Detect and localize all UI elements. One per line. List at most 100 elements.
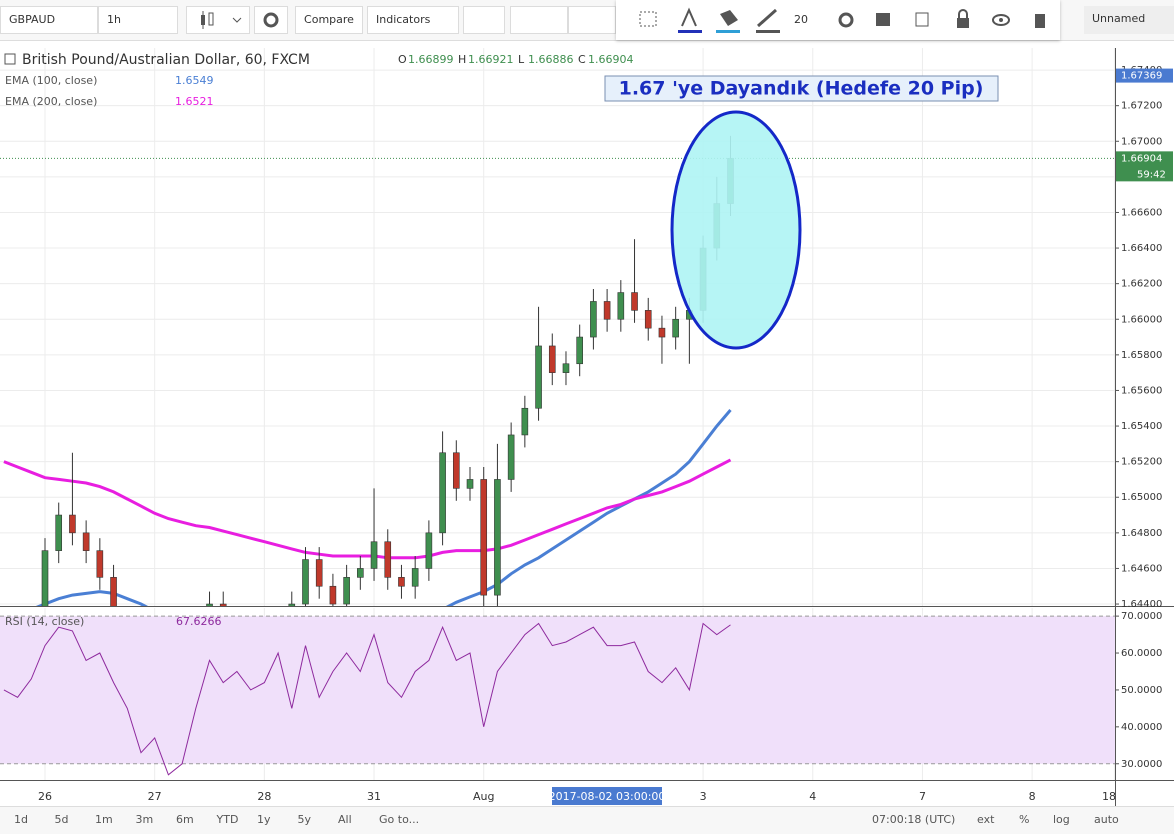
candle-body [439, 452, 446, 534]
annotation-box [604, 75, 999, 102]
crosshair-label-box [552, 787, 662, 805]
icon [201, 11, 242, 29]
y-tick-label: 1.65600 [1121, 385, 1162, 396]
x-tick-label: 28 [257, 790, 271, 803]
ext-toggle[interactable]: ext [977, 813, 995, 826]
layout-name[interactable]: Unnamed [1084, 6, 1174, 34]
candle-body [384, 541, 392, 578]
candle-body [357, 568, 364, 578]
compare-button[interactable]: Compare [295, 6, 363, 34]
y-tick-label: 1.67200 [1121, 101, 1162, 112]
x-tick-label: 8 [1029, 790, 1036, 803]
y-tick-label: 1.65200 [1121, 457, 1162, 468]
range-button[interactable]: 1d [14, 813, 28, 826]
candle-body [617, 292, 625, 320]
x-tick-label: 3 [700, 790, 707, 803]
candle-body [631, 292, 638, 311]
rsi-band [0, 616, 1115, 764]
y-tick-label: 1.66200 [1121, 279, 1162, 290]
font-size[interactable]: 20 [794, 13, 808, 26]
candle-body [219, 603, 227, 606]
range-button[interactable]: 6m [176, 813, 194, 826]
quote-value: 1.66921 [468, 53, 514, 66]
range-button[interactable]: 1m [95, 813, 113, 826]
collapse-box[interactable] [4, 53, 16, 65]
interval-button[interactable]: 1h [98, 6, 178, 34]
chart: 26 27 28 31 Aug 3 4 7 8 18:0 1.64400 1.64600 1.6480… [0, 48, 1174, 808]
y-tick-label: 1.64600 [1121, 563, 1162, 574]
range-button[interactable]: 1y [257, 813, 271, 826]
chart-title: British Pound/Australian Dollar, 60, FXC… [22, 52, 310, 68]
ideas-button[interactable] [510, 6, 568, 34]
x-tick-label: 4 [809, 790, 816, 803]
candle-body [69, 514, 76, 534]
candle-body [658, 327, 666, 338]
x-tick-label: 27 [148, 790, 162, 803]
range-button[interactable]: 5d [54, 813, 69, 826]
y-tick-label: 70.0000 [1121, 611, 1162, 622]
x-tick-label: 31 [367, 790, 381, 803]
candle-body [425, 532, 433, 569]
y-axis: 1.64400 1.64600 1.64800 1.65000 1.65200 1.654… [1115, 65, 1173, 770]
chart-style-button[interactable] [186, 6, 250, 34]
y-tick-label: 1.66400 [1121, 243, 1162, 254]
y-tick-label: 1.64800 [1121, 528, 1162, 539]
candle-body [535, 345, 542, 409]
drawing-icons [639, 7, 1045, 33]
indicators-button[interactable]: Indicators [367, 6, 459, 34]
quote-value: 1.66904 [588, 53, 634, 66]
y-tick-label: 1.66000 [1121, 314, 1162, 325]
x-axis: 26 27 28 31 Aug 3 4 7 8 18:0 [38, 790, 1127, 803]
range-button[interactable]: All [338, 813, 352, 826]
candle-body [507, 434, 515, 480]
alert-button[interactable] [463, 6, 505, 34]
rsi-pane [0, 615, 1115, 776]
goto-button[interactable]: Go to... [379, 813, 420, 826]
quote-value: 1.66899 [408, 53, 454, 66]
clock: 07:00:18 (UTC) [872, 813, 956, 826]
crosshair-label: 2017-08-02 03:00:00 [549, 790, 666, 803]
candle-body [521, 407, 529, 436]
range-button[interactable]: 3m [135, 813, 154, 826]
range-button[interactable]: 5y [297, 813, 312, 826]
marker-label: 1.67369 [1121, 71, 1162, 82]
candle-body [302, 559, 309, 605]
candle-body [494, 479, 501, 596]
x-tick-label: Aug [473, 790, 494, 803]
legend-value: 1.6521 [175, 95, 214, 108]
candle-body [315, 559, 323, 587]
x-tick-label: 18:0 [1102, 790, 1127, 803]
last-price-label: 1.66904 [1121, 153, 1162, 164]
legend-value: 67.6266 [176, 615, 222, 628]
annotation: 1.67 'ye Dayandık (Hedefe 20 Pip) [619, 78, 984, 100]
log-toggle[interactable]: log [1053, 813, 1070, 826]
percent-toggle[interactable]: % [1019, 813, 1030, 826]
quote-label: O [398, 53, 407, 66]
undo-redo[interactable] [568, 6, 616, 34]
candle-body [480, 479, 488, 596]
quote-value: 1.66886 [528, 53, 574, 66]
candle-body [55, 514, 63, 551]
symbol-box[interactable]: GBPAUD [0, 6, 98, 34]
y-tick-label: 1.65000 [1121, 492, 1162, 503]
candle-body [96, 550, 104, 578]
ema-line [3, 458, 732, 560]
candle-body [398, 577, 405, 587]
legend-entry: EMA (100, close) [5, 74, 97, 87]
range-button[interactable]: YTD [216, 813, 239, 826]
bottom-toolbar: 1d 5d 1m 3m 6m YTD 1y 5y All Go to... 07:00:18 (… [0, 806, 1174, 834]
candle-body [288, 603, 296, 606]
auto-toggle[interactable]: auto [1094, 813, 1119, 826]
quote-label: L [518, 53, 525, 66]
candle-body [466, 479, 474, 489]
candle-body [452, 452, 460, 489]
y-tick-label: 30.0000 [1121, 759, 1162, 770]
rsi-line [3, 622, 731, 776]
legend-value: 1.6549 [175, 74, 214, 87]
settings-button[interactable] [254, 6, 288, 34]
candle-body [576, 336, 583, 365]
ema-line [35, 409, 732, 606]
quote-label: C [578, 53, 586, 66]
quote-label: H [458, 53, 466, 66]
candle-body [644, 310, 652, 329]
